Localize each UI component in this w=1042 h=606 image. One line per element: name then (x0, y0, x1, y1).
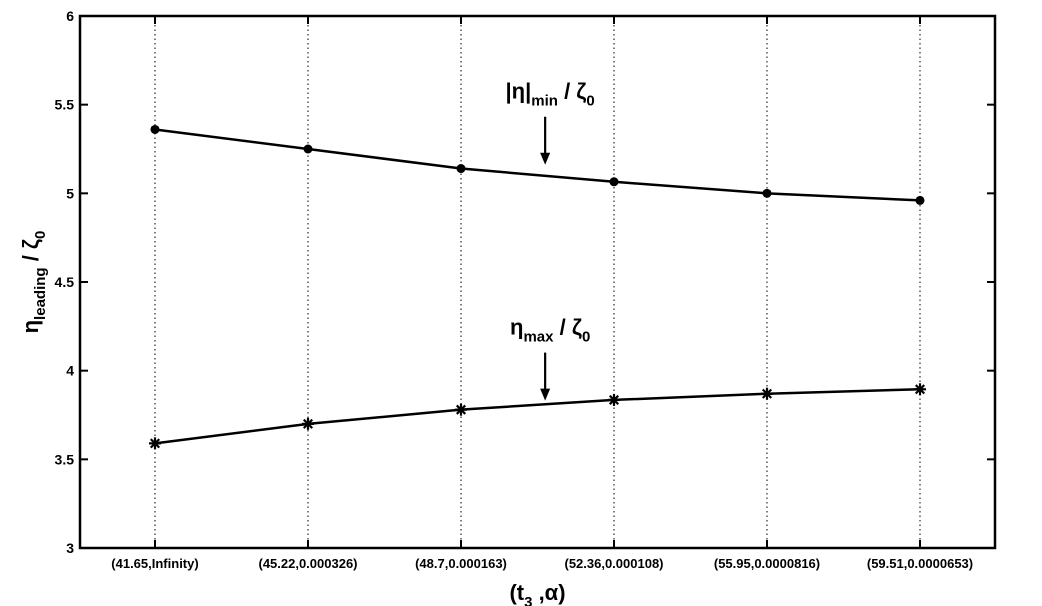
annotation-label: ηmax / ζ0 (510, 315, 590, 346)
x-tick-label: (45.22,0.000326) (258, 556, 357, 571)
data-point (915, 195, 925, 205)
x-tick-label: (48.7,0.000163) (415, 556, 507, 571)
data-point (150, 124, 160, 134)
x-tick-label: (52.36,0.000108) (564, 556, 663, 571)
annotation-arrowhead (540, 152, 551, 165)
series-line-2 (154, 388, 921, 445)
y-tick-label: 6 (66, 8, 74, 24)
y-tick-label: 4 (66, 363, 74, 379)
data-point (609, 177, 619, 187)
x-axis-label: (t3 ,α) (509, 580, 565, 606)
y-tick-label: 5 (66, 185, 74, 201)
y-axis-label: ηleading / ζ0 (18, 231, 49, 334)
data-point (914, 383, 926, 396)
data-point (608, 393, 620, 406)
series-line-1 (154, 128, 921, 202)
x-tick-label: (59.51,0.0000653) (867, 556, 973, 571)
data-point (761, 387, 773, 400)
y-tick-label: 5.5 (55, 97, 75, 113)
data-point (302, 417, 314, 430)
data-point (303, 144, 313, 154)
annotation-label: |η|min / ζ0 (506, 79, 595, 110)
x-tick-label: (41.65,Infinity) (111, 556, 198, 571)
data-point (149, 437, 161, 450)
y-tick-label: 3.5 (55, 451, 75, 467)
data-point (762, 188, 772, 198)
data-point (455, 403, 467, 416)
x-tick-label: (55.95,0.0000816) (714, 556, 820, 571)
data-point (456, 164, 466, 174)
y-tick-label: 4.5 (55, 274, 75, 290)
y-tick-label: 3 (66, 540, 74, 556)
annotation-arrowhead (540, 388, 551, 401)
